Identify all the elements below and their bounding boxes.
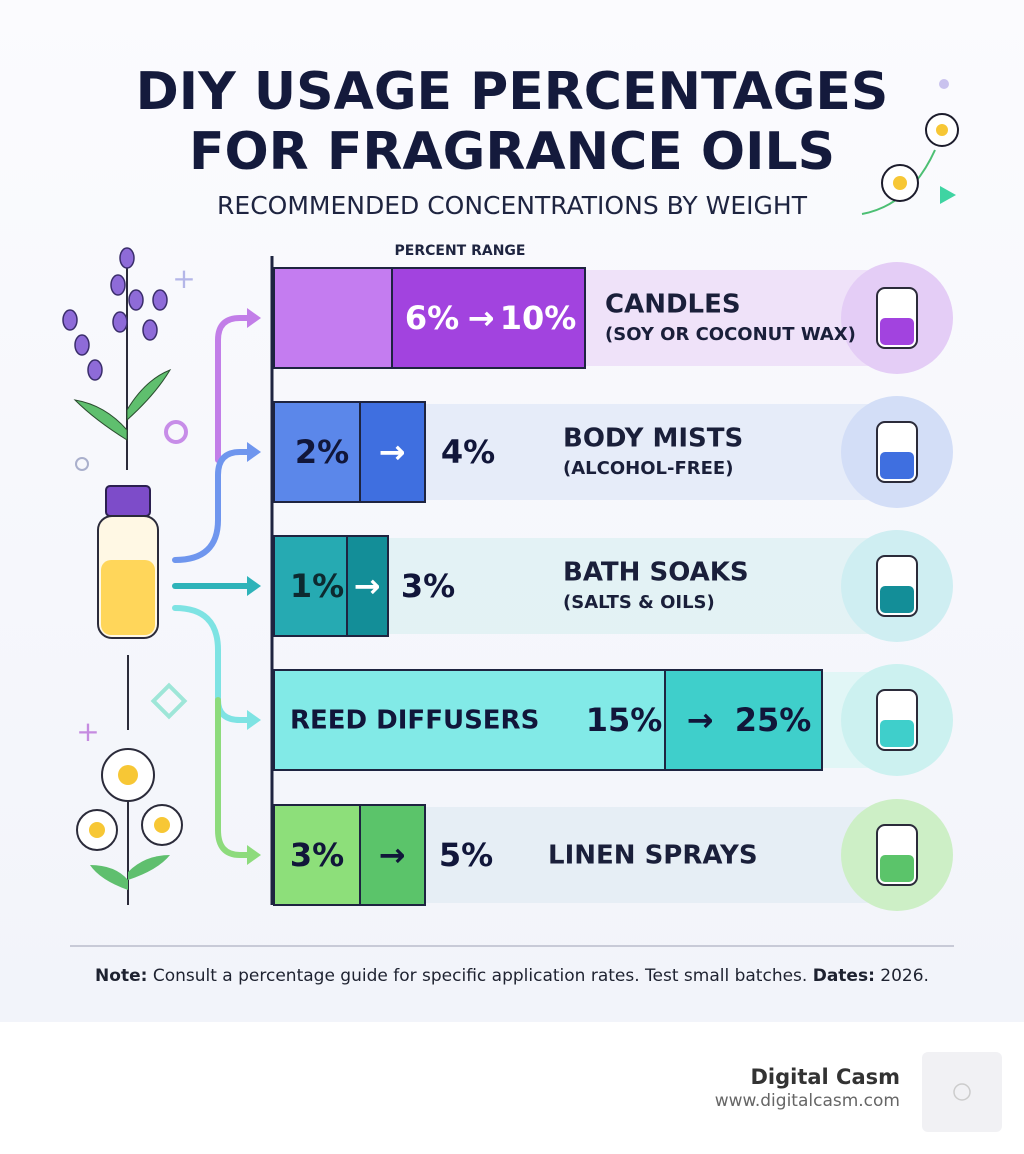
footer-background [0,1022,1024,1154]
item-name: LINEN SPRAYS [548,841,758,871]
axis-label: PERCENT RANGE [395,243,526,259]
range-low: 15% [586,701,663,739]
bar-high [359,401,426,503]
range-low: 3% [290,836,344,874]
range-arrow: → [379,433,406,471]
row-icon-fill [880,720,914,747]
decor-left: + + [62,247,196,905]
row-icon-fill [880,855,914,882]
bar-low [273,669,666,771]
brand-logo-icon [953,1083,971,1101]
range-high: 25% [735,701,812,739]
dates: 2026. [880,966,929,986]
title-line: DIY USAGE PERCENTAGES [136,62,889,122]
range-high: 4% [441,433,495,471]
connectors [172,315,253,858]
range-high: 5% [439,836,493,874]
subtitle: RECOMMENDED CONCENTRATIONS BY WEIGHT [217,191,808,220]
brand-url: www.digitalcasm.com [715,1091,900,1111]
item-detail: (SOY OR COCONUT WAX) [605,324,856,345]
item-name: BATH SOAKS [563,558,749,588]
decor-flowers [861,79,959,215]
range-arrow: → [468,299,495,337]
item-name: REED DIFFUSERS [290,706,539,736]
range-high: 10% [500,299,577,337]
range-low: 1% [290,567,344,605]
bar-low [273,804,361,906]
brand-logo [922,1052,1002,1132]
item-detail: (SALTS & OILS) [563,592,715,613]
note-label: Note: [95,966,147,986]
svg-text:+: + [172,262,195,295]
item-name: CANDLES [605,290,741,320]
brand-name: Digital Casm [750,1065,900,1089]
range-low: 2% [295,433,349,471]
note-text: Consult a percentage guide for specific … [153,966,807,986]
row-icon-fill [880,586,914,613]
svg-text:+: + [76,715,99,748]
connector-heads [247,308,261,865]
title-line: FOR FRAGRANCE OILS [189,122,835,182]
range-high: 3% [401,567,455,605]
rows: 6% → 10% CANDLES(SOY OR COCONUT WAX)2% → 4% BO… [273,262,953,911]
range-arrow: → [354,567,381,605]
bar-high [359,804,426,906]
bar-high [346,535,389,637]
bar-low [273,401,361,503]
bar-high [391,267,586,369]
note: Note: Consult a percentage guide for spe… [95,966,929,986]
item-detail: (ALCOHOL-FREE) [563,458,733,479]
bar-high [664,669,823,771]
item-name: BODY MISTS [563,424,743,454]
range-arrow: → [687,701,714,739]
range-arrow: → [379,836,406,874]
range-low: 6% [405,299,459,337]
dates-label: Dates: [813,966,875,986]
bar-low [273,267,393,369]
row-icon-fill [880,452,914,479]
row-icon-fill [880,318,914,345]
